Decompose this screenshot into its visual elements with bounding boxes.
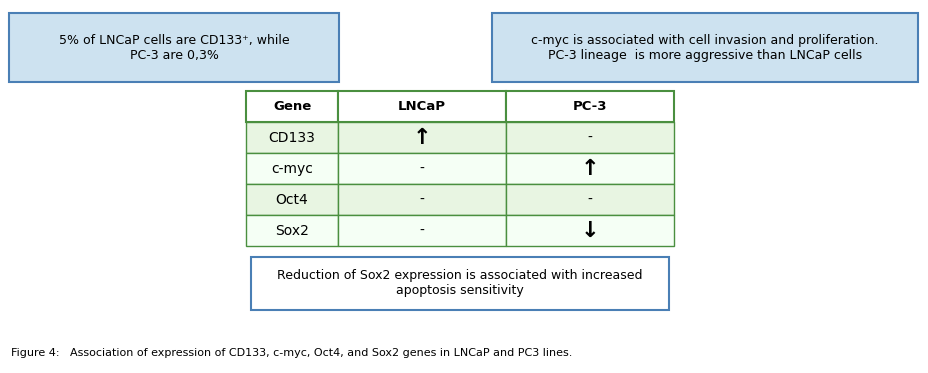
Text: CD133: CD133 [268, 131, 316, 145]
FancyBboxPatch shape [246, 184, 338, 215]
Text: Sox2: Sox2 [275, 224, 309, 238]
FancyBboxPatch shape [506, 153, 673, 184]
Text: Oct4: Oct4 [276, 193, 308, 207]
Text: -: - [419, 162, 424, 176]
Text: c-myc: c-myc [271, 162, 313, 176]
FancyBboxPatch shape [246, 215, 338, 246]
Text: PC-3: PC-3 [572, 100, 606, 113]
Text: LNCaP: LNCaP [397, 100, 445, 113]
FancyBboxPatch shape [492, 13, 917, 82]
Text: ↑: ↑ [412, 128, 431, 148]
Text: -: - [419, 193, 424, 207]
FancyBboxPatch shape [506, 215, 673, 246]
Text: 5% of LNCaP cells are CD133⁺, while
PC-3 are 0,3%: 5% of LNCaP cells are CD133⁺, while PC-3… [58, 34, 290, 62]
FancyBboxPatch shape [9, 13, 339, 82]
FancyBboxPatch shape [338, 215, 506, 246]
FancyBboxPatch shape [506, 122, 673, 153]
Text: Reduction of Sox2 expression is associated with increased
apoptosis sensitivity: Reduction of Sox2 expression is associat… [277, 269, 642, 298]
FancyBboxPatch shape [338, 184, 506, 215]
FancyBboxPatch shape [246, 122, 338, 153]
Text: Figure 4:   Association of expression of CD133, c-myc, Oct4, and Sox2 genes in L: Figure 4: Association of expression of C… [11, 348, 572, 358]
Text: Gene: Gene [273, 100, 311, 113]
FancyBboxPatch shape [251, 257, 668, 310]
Text: c-myc is associated with cell invasion and proliferation.
PC-3 lineage  is more : c-myc is associated with cell invasion a… [531, 34, 878, 62]
Text: -: - [586, 193, 591, 207]
FancyBboxPatch shape [506, 91, 673, 122]
FancyBboxPatch shape [338, 153, 506, 184]
FancyBboxPatch shape [338, 122, 506, 153]
Text: -: - [586, 131, 591, 145]
FancyBboxPatch shape [506, 184, 673, 215]
FancyBboxPatch shape [246, 153, 338, 184]
Text: -: - [419, 224, 424, 238]
FancyBboxPatch shape [338, 91, 506, 122]
Text: ↑: ↑ [580, 159, 599, 179]
Text: ↓: ↓ [580, 221, 599, 241]
FancyBboxPatch shape [246, 91, 338, 122]
